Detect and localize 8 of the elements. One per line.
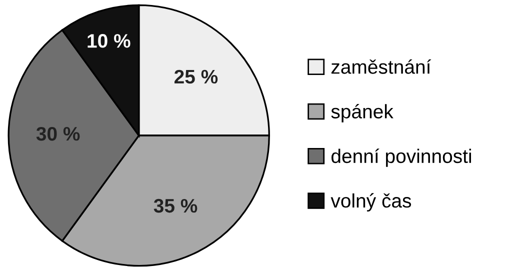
legend-label: volný čas <box>330 193 412 212</box>
legend-label: spánek <box>331 104 394 122</box>
legend-label: denní povinnosti <box>332 148 471 167</box>
data-label: 30 % <box>36 126 80 141</box>
legend-label: zaměstnání <box>331 59 432 74</box>
data-label: 35 % <box>154 198 198 213</box>
data-label: 25 % <box>174 70 218 84</box>
data-label: 10 % <box>88 34 130 48</box>
